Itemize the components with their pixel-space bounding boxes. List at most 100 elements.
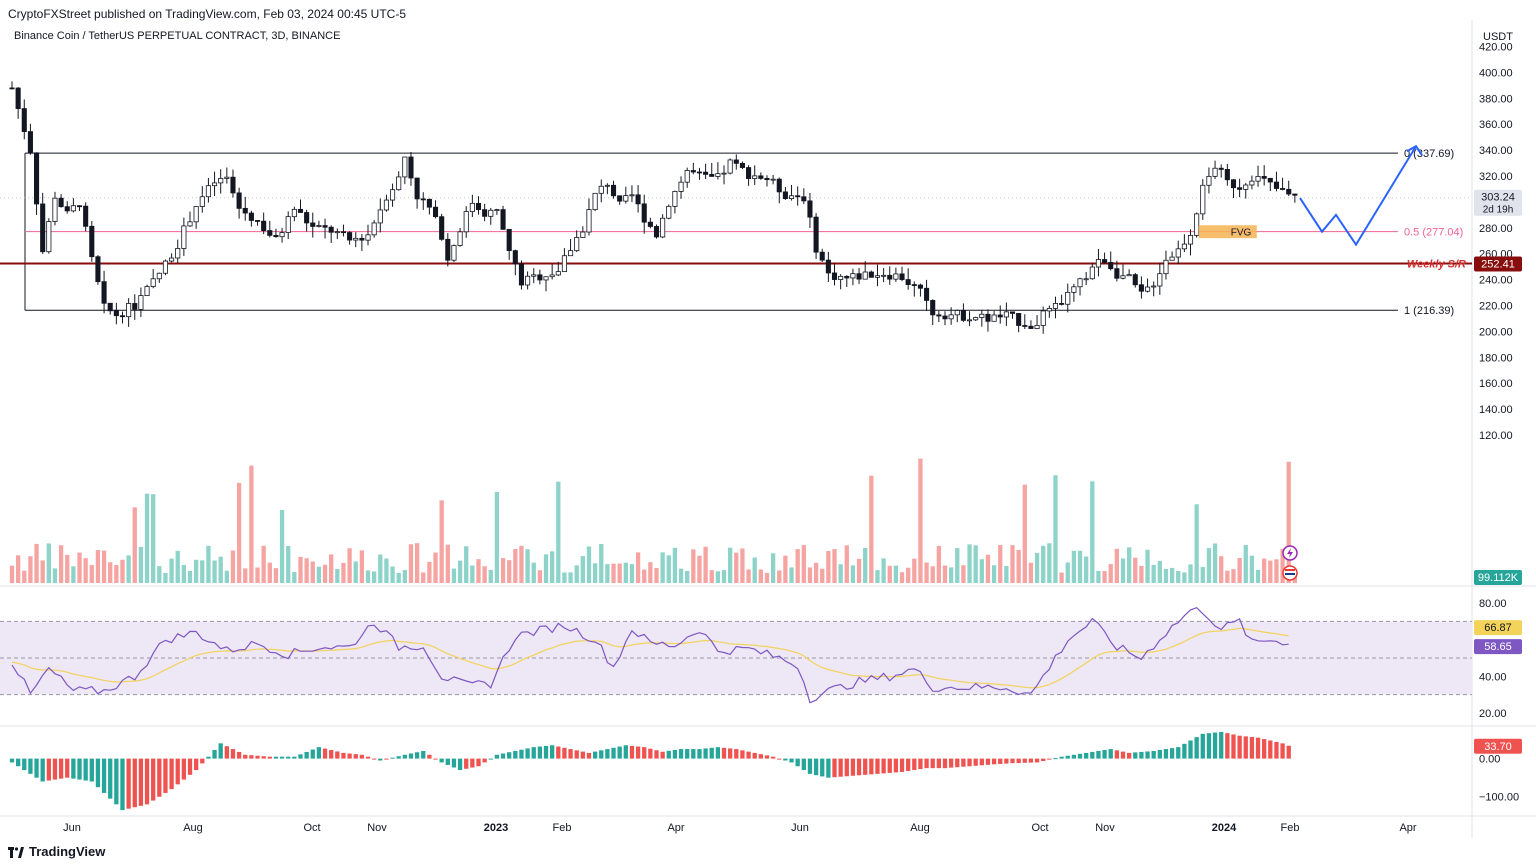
volume-bar <box>1090 481 1095 583</box>
candle-body <box>518 263 525 286</box>
volume-bar <box>942 565 948 583</box>
volume-badge: 99.112K <box>1474 570 1522 585</box>
candle-body <box>635 194 641 205</box>
candle <box>1077 277 1083 296</box>
candle <box>574 230 580 253</box>
candle-body <box>543 276 549 281</box>
oscillator-bar <box>893 758 899 773</box>
candle-body <box>819 251 825 261</box>
volume-bar <box>856 558 862 583</box>
candle-body <box>52 197 58 222</box>
candle <box>181 217 187 256</box>
candle <box>15 87 21 119</box>
oscillator-bar <box>801 758 806 771</box>
volume-bar <box>120 559 125 583</box>
volume-bar <box>550 551 555 583</box>
volume-bar <box>869 475 874 583</box>
oscillator-bar <box>654 750 659 759</box>
oscillator-bar <box>734 749 739 759</box>
oscillator-bar <box>212 750 217 759</box>
candle-body <box>782 191 788 200</box>
volume-bar <box>89 565 94 583</box>
candle <box>126 298 132 327</box>
candle <box>457 227 463 247</box>
currency-label[interactable]: USDT <box>1483 31 1513 43</box>
candle-body <box>537 274 543 281</box>
candle <box>426 198 432 215</box>
candle-body <box>162 260 169 274</box>
candle-body <box>831 272 838 280</box>
oscillator-bar <box>592 751 598 759</box>
price-tick-label: 180.00 <box>1479 352 1513 364</box>
price-tick-label: 160.00 <box>1479 378 1513 390</box>
candle-body <box>555 271 561 276</box>
oscillator-bar <box>396 756 401 759</box>
candle-body <box>899 273 905 280</box>
volume-bar <box>863 548 868 583</box>
volume-bar <box>654 567 659 583</box>
candle-body <box>1224 169 1230 181</box>
volume-bar <box>470 565 475 583</box>
candle-body <box>1255 176 1261 182</box>
volume-bar <box>255 567 260 583</box>
candle-body <box>598 185 604 194</box>
oscillator-bar <box>844 758 849 777</box>
candle-body <box>377 209 383 224</box>
oscillator-bar <box>1059 756 1064 759</box>
candle-body <box>267 230 273 236</box>
candle <box>838 274 844 290</box>
candle-body <box>279 232 285 238</box>
time-tick-label: Oct <box>1031 822 1048 834</box>
annotation-lines: 0 (337.69) 0.5 (277.04) 1 (216.39) Weekly S… <box>0 148 1472 317</box>
candle-body <box>408 156 414 179</box>
candle-body <box>617 195 623 202</box>
candle-body <box>1200 184 1206 215</box>
candle-body <box>1212 167 1218 177</box>
candle <box>267 220 273 238</box>
tradingview-brand[interactable]: TradingView <box>8 844 105 859</box>
volume-bar <box>789 567 794 583</box>
volume-bar <box>1188 564 1193 583</box>
oscillator-bar <box>40 758 45 782</box>
volume-bar <box>918 458 923 583</box>
candle <box>917 283 923 297</box>
candle <box>310 212 316 238</box>
candle-body <box>776 178 782 193</box>
volume-bar <box>230 550 236 583</box>
candles <box>9 81 1298 334</box>
candle-body <box>1273 181 1279 189</box>
oscillator-bar <box>1102 750 1107 759</box>
candle-body <box>175 248 181 259</box>
chart-frame <box>0 20 1536 838</box>
candle <box>432 200 439 219</box>
volume-bar <box>875 570 880 583</box>
candle <box>291 206 297 222</box>
oscillator-badge-text: 33.70 <box>1484 741 1512 753</box>
volume-bar <box>893 565 899 583</box>
oscillator-bar <box>169 758 174 790</box>
candle-body <box>960 310 966 321</box>
oscillator-bar <box>1120 751 1126 759</box>
oscillator-bar <box>390 757 395 759</box>
oscillator-bar <box>826 758 831 778</box>
candle-body <box>525 275 531 286</box>
volume-bar <box>163 572 168 583</box>
fvg-zone: FVG <box>1198 225 1257 239</box>
candle-body <box>1169 256 1175 261</box>
candle <box>1187 229 1194 256</box>
volume-bar <box>193 559 199 583</box>
candle <box>144 284 150 297</box>
volume-bar <box>500 558 506 583</box>
volume-bar <box>1163 568 1169 583</box>
candle-body <box>1132 274 1138 286</box>
oscillator-bar <box>476 758 481 767</box>
volume-bar <box>22 570 27 583</box>
candle <box>224 167 230 184</box>
candle-body <box>574 237 580 252</box>
time-tick-label: Nov <box>367 822 387 834</box>
volume-bar <box>930 566 935 583</box>
rsi-badge: 58.65 <box>1474 639 1522 655</box>
candle-body <box>1065 291 1071 305</box>
